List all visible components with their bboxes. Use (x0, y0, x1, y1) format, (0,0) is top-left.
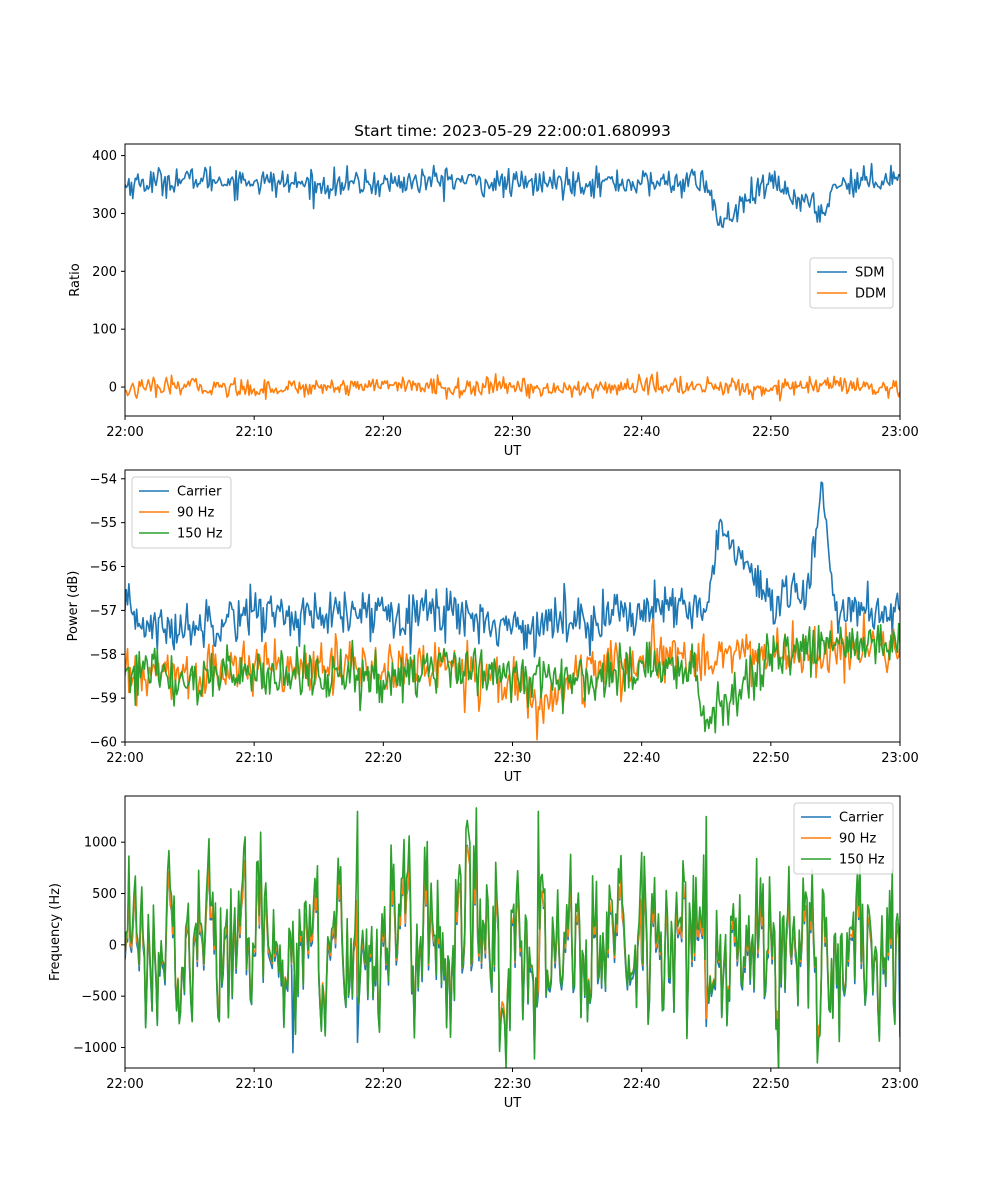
x-axis-label: UT (504, 444, 522, 459)
panel-3: 22:00 22:10 22:20 22:30 22:40 22:50 23:00 −1000… (48, 795, 919, 1111)
panel-1: 22:00 22:10 22:20 22:30 22:40 22:50 23:00 0 100 2… (68, 143, 919, 459)
y-axis-label: Power (dB) (66, 571, 81, 642)
x-tick-label: 22:30 (494, 751, 531, 766)
x-tick-label: 22:00 (106, 751, 143, 766)
x-axis-label: UT (504, 1096, 522, 1111)
y-tick-label: 0 (109, 938, 117, 953)
y-axis-label: Frequency (Hz) (48, 883, 63, 981)
legend-box (809, 257, 894, 309)
x-tick-label: 22:30 (494, 1077, 531, 1092)
x-tick-label: 22:10 (235, 1077, 272, 1092)
series-line-150-hz (125, 622, 900, 734)
x-tick-label: 22:50 (752, 1077, 789, 1092)
series-line-150-hz (125, 807, 900, 1068)
y-tick-label: −54 (90, 472, 117, 487)
series-line-carrier (125, 481, 900, 658)
legend: Carrier 90 Hz 150 Hz (131, 476, 232, 549)
legend-label: 90 Hz (839, 832, 876, 847)
y-tick-label: 100 (92, 323, 117, 338)
y-tick-label: 200 (92, 265, 117, 280)
y-tick-label: −59 (90, 692, 117, 707)
x-tick-label: 22:40 (623, 425, 660, 440)
x-tick-label: 22:20 (365, 1077, 402, 1092)
x-tick-label: 22:00 (106, 1077, 143, 1092)
series-line-ddm (125, 371, 900, 402)
y-tick-label: 0 (109, 381, 117, 396)
legend-label: 150 Hz (177, 527, 223, 542)
legend: Carrier 90 Hz 150 Hz (793, 802, 894, 875)
legend: SDM DDM (809, 257, 894, 309)
x-tick-label: 22:20 (365, 751, 402, 766)
y-tick-label: 500 (92, 887, 117, 902)
plot-area (125, 481, 900, 741)
x-tick-label: 22:10 (235, 425, 272, 440)
y-tick-label: −58 (90, 648, 117, 663)
x-tick-label: 22:10 (235, 751, 272, 766)
x-tick-label: 23:00 (881, 1077, 918, 1092)
y-tick-label: −1000 (73, 1041, 117, 1056)
legend-label: 90 Hz (177, 506, 214, 521)
x-tick-label: 22:30 (494, 425, 531, 440)
plot-area (125, 807, 900, 1068)
y-axis-label: Ratio (68, 263, 83, 296)
x-tick-label: 22:40 (623, 1077, 660, 1092)
x-tick-label: 23:00 (881, 751, 918, 766)
legend-label: Carrier (177, 485, 222, 500)
x-tick-label: 23:00 (881, 425, 918, 440)
y-tick-label: −57 (90, 604, 117, 619)
x-tick-label: 22:00 (106, 425, 143, 440)
plot-area (125, 162, 900, 402)
legend-label: Carrier (839, 811, 884, 826)
x-tick-label: 22:50 (752, 425, 789, 440)
y-tick-label: 300 (92, 207, 117, 222)
legend-label: DDM (855, 287, 886, 302)
y-tick-label: −56 (90, 560, 117, 575)
x-tick-label: 22:20 (365, 425, 402, 440)
legend-box (793, 802, 894, 875)
panel-2: 22:00 22:10 22:20 22:30 22:40 22:50 23:00 −60 −5… (66, 469, 919, 785)
legend-label: 150 Hz (839, 853, 885, 868)
y-tick-label: −60 (90, 736, 117, 751)
x-axis-label: UT (504, 770, 522, 785)
x-tick-label: 22:40 (623, 751, 660, 766)
legend-label: SDM (855, 266, 884, 281)
series-line-sdm (125, 162, 900, 229)
y-tick-label: 1000 (84, 836, 117, 851)
y-tick-label: −500 (81, 990, 117, 1005)
y-tick-label: −55 (90, 516, 117, 531)
chart-title: Start time: 2023-05-29 22:00:01.680993 (354, 122, 671, 140)
x-tick-label: 22:50 (752, 751, 789, 766)
y-tick-label: 400 (92, 149, 117, 164)
legend-box (131, 476, 232, 549)
